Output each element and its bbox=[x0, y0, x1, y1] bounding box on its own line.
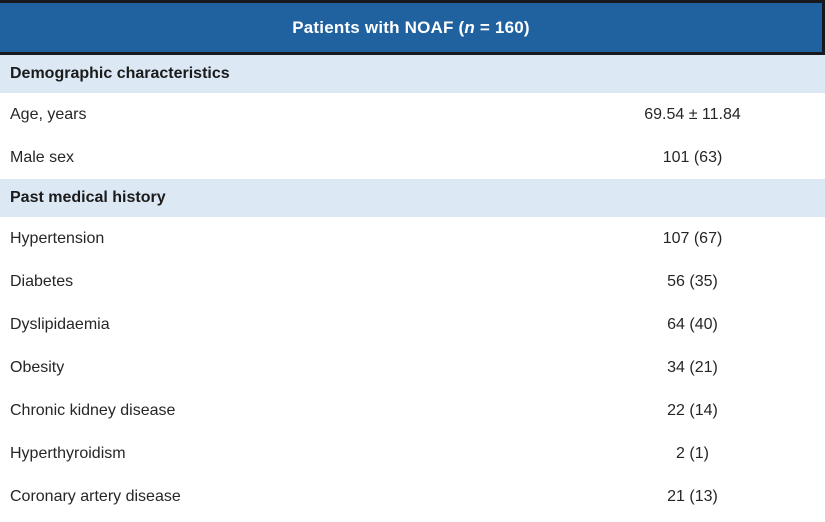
row-value: 64 (40) bbox=[667, 315, 718, 333]
section-title: Demographic characteristics bbox=[10, 65, 230, 82]
row-value: 2 (1) bbox=[676, 444, 709, 462]
row-label: Dyslipidaemia bbox=[10, 315, 110, 333]
row-value: 22 (14) bbox=[667, 401, 718, 419]
section-title: Past medical history bbox=[10, 189, 166, 206]
table-title: Patients with NOAF (n = 160) bbox=[292, 18, 530, 38]
row-value: 21 (13) bbox=[667, 487, 718, 505]
table-row-obesity: Obesity 34 (21) bbox=[0, 346, 825, 389]
table-row-hyperthyroidism: Hyperthyroidism 2 (1) bbox=[0, 432, 825, 475]
row-label: Hypertension bbox=[10, 229, 105, 247]
row-value: 101 (63) bbox=[662, 148, 723, 166]
row-label: Age, years bbox=[10, 105, 87, 123]
table-row-hypertension: Hypertension 107 (67) bbox=[0, 217, 825, 260]
section-header-past-medical-history: Past medical history bbox=[0, 179, 825, 217]
row-label: Obesity bbox=[10, 358, 65, 376]
table-title-prefix: Patients with NOAF ( bbox=[292, 17, 465, 37]
table-row-chronic-kidney-disease: Chronic kidney disease 22 (14) bbox=[0, 389, 825, 432]
row-value: 34 (21) bbox=[667, 358, 718, 376]
section-header-demographic-characteristics: Demographic characteristics bbox=[0, 55, 825, 93]
table-row-male-sex: Male sex 101 (63) bbox=[0, 136, 825, 179]
row-value: 56 (35) bbox=[667, 272, 718, 290]
table-title-n-symbol: n bbox=[464, 17, 475, 37]
row-label: Diabetes bbox=[10, 272, 74, 290]
table-row-age: Age, years 69.54 ± 11.84 bbox=[0, 93, 825, 136]
row-label: Coronary artery disease bbox=[10, 487, 181, 505]
table-row-dyslipidaemia: Dyslipidaemia 64 (40) bbox=[0, 303, 825, 346]
row-value: 69.54 ± 11.84 bbox=[644, 105, 741, 123]
row-label: Hyperthyroidism bbox=[10, 444, 126, 462]
row-label: Male sex bbox=[10, 148, 75, 166]
table-title-bar: Patients with NOAF (n = 160) bbox=[0, 0, 825, 55]
table-title-suffix: = 160) bbox=[474, 17, 530, 37]
table-row-diabetes: Diabetes 56 (35) bbox=[0, 260, 825, 303]
row-value: 107 (67) bbox=[662, 229, 723, 247]
row-label: Chronic kidney disease bbox=[10, 401, 176, 419]
table-row-coronary-artery-disease: Coronary artery disease 21 (13) bbox=[0, 475, 825, 518]
